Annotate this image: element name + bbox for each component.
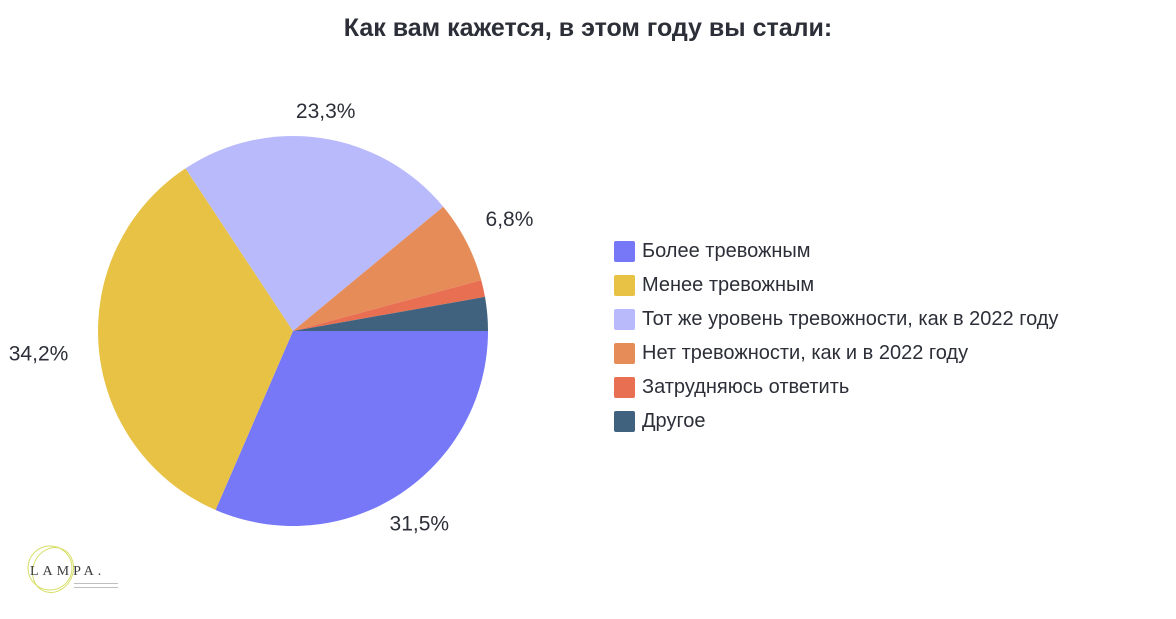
legend-swatch <box>614 376 635 398</box>
legend-label: Нет тревожности, как и в 2022 году <box>642 341 969 364</box>
logo-circle-icon <box>27 545 75 593</box>
legend-swatch <box>614 342 635 364</box>
pie-slice <box>185 136 444 331</box>
legend-label: Тот же уровень тревожности, как в 2022 г… <box>642 307 1059 330</box>
logo-subtitle-lines <box>74 583 118 588</box>
pie-slice <box>215 331 489 527</box>
slice-value-label: 34,2% <box>9 342 69 365</box>
legend-item-hard-to-say: Затрудняюсь ответить <box>614 370 1058 404</box>
legend-swatch <box>614 240 635 262</box>
legend-item-less-anxious: Менее тревожным <box>614 268 1058 302</box>
slice-value-label: 6,8% <box>486 208 534 231</box>
logo-text: LAMPA. <box>30 564 106 579</box>
legend-swatch <box>614 410 635 432</box>
legend-label: Менее тревожным <box>642 273 815 296</box>
legend-label: Затрудняюсь ответить <box>642 375 850 398</box>
slice-value-label: 31,5% <box>390 512 450 535</box>
legend-swatch <box>614 308 635 330</box>
legend-item-other: Другое <box>614 404 1058 438</box>
pie-slice <box>293 280 485 331</box>
legend-swatch <box>614 274 635 296</box>
legend: Более тревожным Менее тревожным Тот же у… <box>614 234 1058 438</box>
legend-item-more-anxious: Более тревожным <box>614 234 1058 268</box>
legend-label: Более тревожным <box>642 239 811 262</box>
legend-item-same-level: Тот же уровень тревожности, как в 2022 г… <box>614 302 1058 336</box>
chart-title: Как вам кажется, в этом году вы стали: <box>343 14 833 42</box>
pie-slice <box>293 296 488 331</box>
slice-value-label: 23,3% <box>296 100 356 123</box>
lampa-logo: LAMPA. <box>20 540 130 600</box>
legend-label: Другое <box>642 409 706 432</box>
pie-slice <box>97 168 293 510</box>
legend-item-no-anxiety: Нет тревожности, как и в 2022 году <box>614 336 1058 370</box>
pie-slice <box>293 206 482 331</box>
